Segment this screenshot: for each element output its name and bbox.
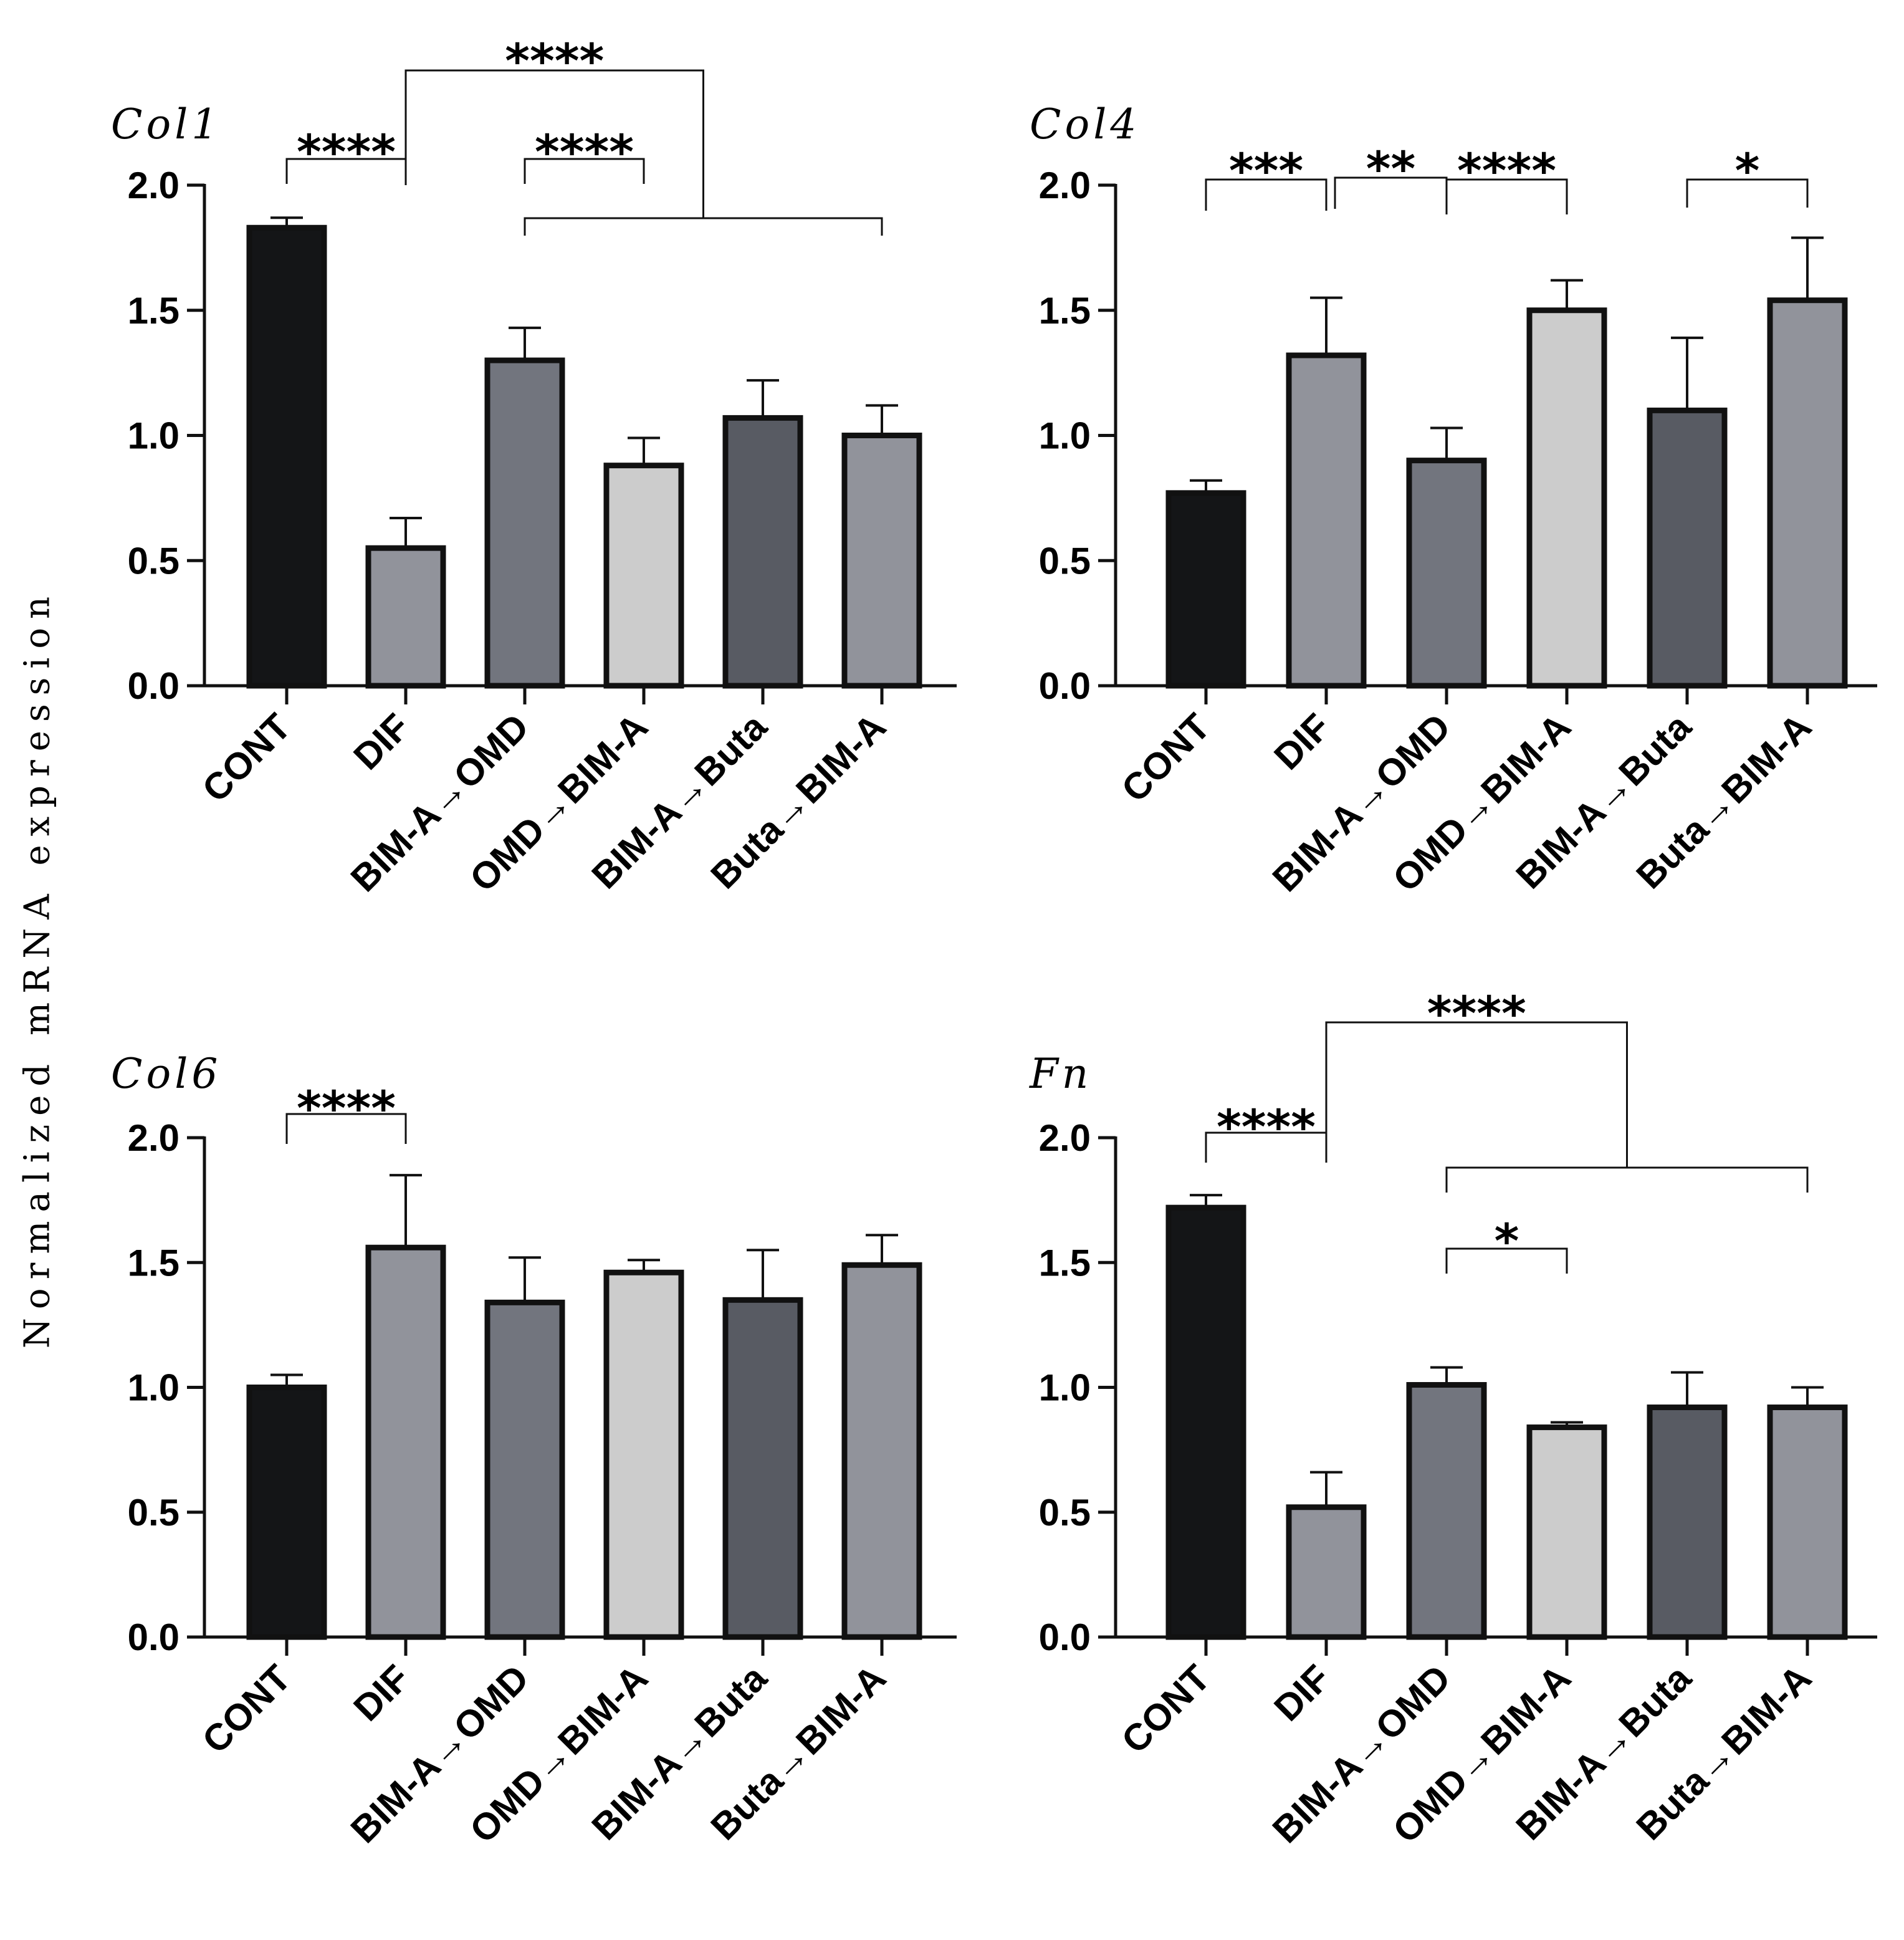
y-tick-label: 2.0: [128, 1117, 179, 1159]
bar-5: [722, 415, 803, 689]
category-label: DIF: [345, 1657, 418, 1729]
bracket-line: [1686, 178, 1809, 208]
y-tick-label: 1.5: [128, 290, 179, 332]
category-label: CONT: [1114, 706, 1218, 810]
significance-label: ****: [1427, 986, 1526, 1041]
bar-3: [484, 1299, 565, 1640]
bar-4: [1526, 1424, 1607, 1640]
significance-bracket: ****: [404, 33, 883, 236]
significance-bracket: *: [1686, 143, 1809, 208]
significance-bracket: ****: [1445, 143, 1568, 214]
significance-bracket: *: [1445, 1213, 1568, 1274]
category-label: CONT: [194, 1657, 299, 1762]
y-tick-label: 0.5: [128, 1492, 179, 1534]
bracket-line: [285, 1113, 407, 1144]
bar-4: [603, 463, 684, 689]
bracket-line: [1205, 178, 1328, 211]
category-label: CONT: [1114, 1657, 1218, 1762]
bar-1: [1165, 1204, 1246, 1640]
category-label: DIF: [1266, 706, 1338, 778]
y-tick-label: 2.0: [1039, 165, 1091, 206]
bar-1: [246, 1385, 327, 1640]
bar-2: [365, 1244, 446, 1640]
significance-label: ****: [297, 124, 396, 180]
y-tick-label: 1.5: [1039, 290, 1091, 332]
y-tick-label: 1.5: [1039, 1242, 1091, 1284]
shared-y-axis-label: Normalized mRNA expression: [17, 587, 58, 1349]
significance-bracket: ****: [1205, 1099, 1328, 1163]
bar-3: [1406, 1381, 1487, 1640]
bar-2: [1286, 352, 1367, 689]
bar-5: [722, 1297, 803, 1640]
connector-bracket: [404, 69, 704, 218]
category-label: DIF: [1266, 1657, 1338, 1729]
significance-bracket: **: [1334, 141, 1448, 209]
chart-title: Col1: [111, 100, 221, 148]
bar-6: [1767, 1405, 1848, 1640]
y-tick-label: 1.0: [128, 1367, 179, 1409]
significance-label: *: [1495, 1213, 1519, 1269]
y-tick-label: 0.0: [128, 665, 179, 707]
significance-bracket: ****: [524, 124, 645, 184]
bracket-line: [524, 158, 645, 184]
significance-label: ****: [535, 124, 634, 180]
bar-6: [841, 433, 922, 689]
y-tick-label: 2.0: [128, 165, 179, 206]
y-tick-label: 0.0: [1039, 1616, 1091, 1658]
y-tick-label: 1.0: [128, 415, 179, 457]
y-tick-label: 0.5: [128, 540, 179, 582]
bracket-line: [1445, 1247, 1568, 1274]
connector-bracket: [1325, 1021, 1628, 1168]
y-tick-label: 0.5: [1039, 540, 1091, 582]
group-bracket: [524, 217, 883, 236]
bar-4: [1526, 307, 1607, 689]
bar-6: [1767, 297, 1848, 689]
bar-2: [1286, 1504, 1367, 1640]
bar-1: [1165, 490, 1246, 689]
y-tick-label: 1.0: [1039, 1367, 1091, 1409]
chart-title: Col4: [1030, 100, 1140, 148]
significance-label: ****: [1457, 143, 1556, 198]
y-tick-label: 1.0: [1039, 415, 1091, 457]
y-tick-label: 0.0: [128, 1616, 179, 1658]
bar-6: [841, 1262, 922, 1640]
bar-2: [365, 545, 446, 689]
significance-label: ***: [1229, 143, 1303, 198]
y-tick-label: 0.0: [1039, 665, 1091, 707]
y-tick-label: 0.5: [1039, 1492, 1091, 1534]
category-label: CONT: [194, 706, 299, 810]
bar-3: [1406, 458, 1487, 689]
significance-label: ****: [505, 33, 604, 89]
significance-label: *: [1735, 143, 1760, 198]
bar-5: [1647, 407, 1728, 689]
group-bracket: [1445, 1166, 1809, 1193]
significance-label: ****: [297, 1080, 396, 1136]
chart-title: Col6: [111, 1050, 221, 1098]
bar-1: [246, 224, 327, 689]
significance-label: ****: [1217, 1099, 1316, 1155]
chart-title: Fn: [1029, 1050, 1092, 1098]
significance-bracket: ****: [285, 1080, 407, 1144]
bar-5: [1647, 1405, 1728, 1640]
y-tick-label: 1.5: [128, 1242, 179, 1284]
bar-4: [603, 1269, 684, 1640]
bracket-line: [1445, 178, 1568, 214]
significance-label: **: [1366, 141, 1416, 196]
y-tick-label: 2.0: [1039, 1117, 1091, 1159]
significance-bracket: ****: [285, 124, 407, 184]
category-label: DIF: [345, 706, 418, 778]
significance-bracket: ****: [1325, 986, 1809, 1193]
bar-3: [484, 357, 565, 689]
significance-bracket: ***: [1205, 143, 1328, 211]
